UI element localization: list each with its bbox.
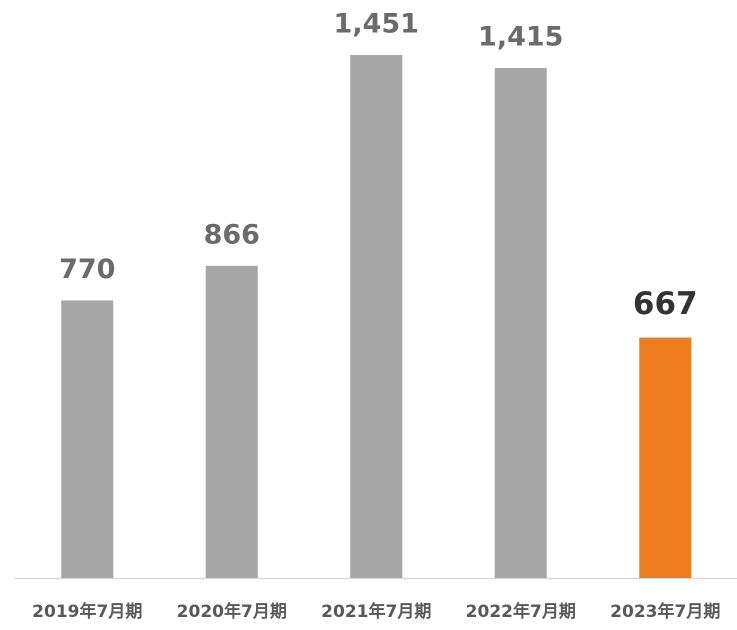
x-tick-label: 2019年7月期: [32, 601, 142, 622]
bar: [350, 55, 403, 578]
bar: [61, 300, 114, 578]
bar: [639, 337, 692, 578]
value-label: 667: [633, 286, 698, 322]
bar: [494, 67, 547, 578]
x-tick-label: 2020年7月期: [177, 601, 287, 622]
bar: [205, 265, 258, 578]
x-tick-label: 2022年7月期: [466, 601, 576, 622]
value-label: 770: [59, 254, 115, 285]
value-label: 1,451: [334, 9, 419, 40]
value-label: 1,415: [478, 21, 563, 52]
value-label: 866: [204, 219, 260, 250]
x-tick-label: 2023年7月期: [610, 601, 720, 622]
x-tick-label: 2021年7月期: [321, 601, 431, 622]
